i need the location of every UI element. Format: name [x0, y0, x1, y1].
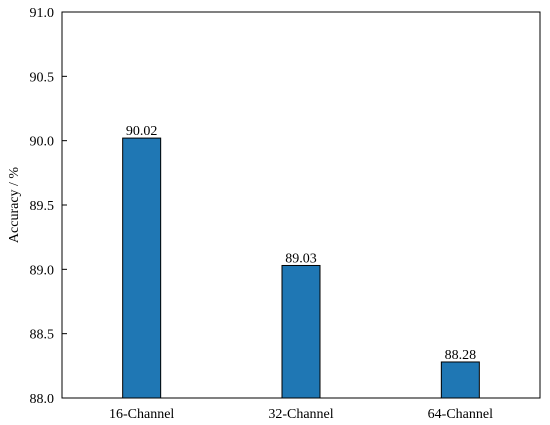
y-tick-label: 88.5 [30, 328, 55, 343]
x-tick-label: 16-Channel [109, 407, 174, 422]
y-tick-label: 90.0 [30, 135, 55, 150]
y-axis-tick-labels: 88.0 88.5 89.0 89.5 90.0 90.5 91.0 [30, 6, 55, 407]
bar-value-label: 89.03 [285, 251, 317, 266]
x-axis-tick-labels: 16-Channel 32-Channel 64-Channel [109, 407, 493, 422]
bar-value-label: 88.28 [445, 348, 477, 363]
y-tick-label: 91.0 [30, 6, 55, 21]
y-tick-label: 90.5 [30, 70, 55, 85]
bar-16-channel [122, 137, 162, 399]
x-tick-label: 32-Channel [268, 407, 333, 422]
bar-value-label: 90.02 [126, 124, 158, 139]
y-axis-ticks [62, 11, 67, 399]
y-tick-label: 89.0 [30, 263, 55, 278]
bar-64-channel [440, 361, 480, 399]
x-tick-label: 64-Channel [428, 407, 493, 422]
y-axis-title: Accuracy / % [7, 167, 22, 244]
y-tick-label: 89.5 [30, 199, 55, 214]
bars-group [122, 137, 480, 399]
y-tick-label: 88.0 [30, 392, 55, 407]
bar-32-channel [281, 264, 321, 399]
plot-area: 90.02 89.03 88.28 88.0 88.5 89.0 89.5 90.0 90.5… [30, 6, 541, 422]
bar-value-labels: 90.02 89.03 88.28 [126, 124, 476, 363]
plot-frame [61, 11, 541, 399]
